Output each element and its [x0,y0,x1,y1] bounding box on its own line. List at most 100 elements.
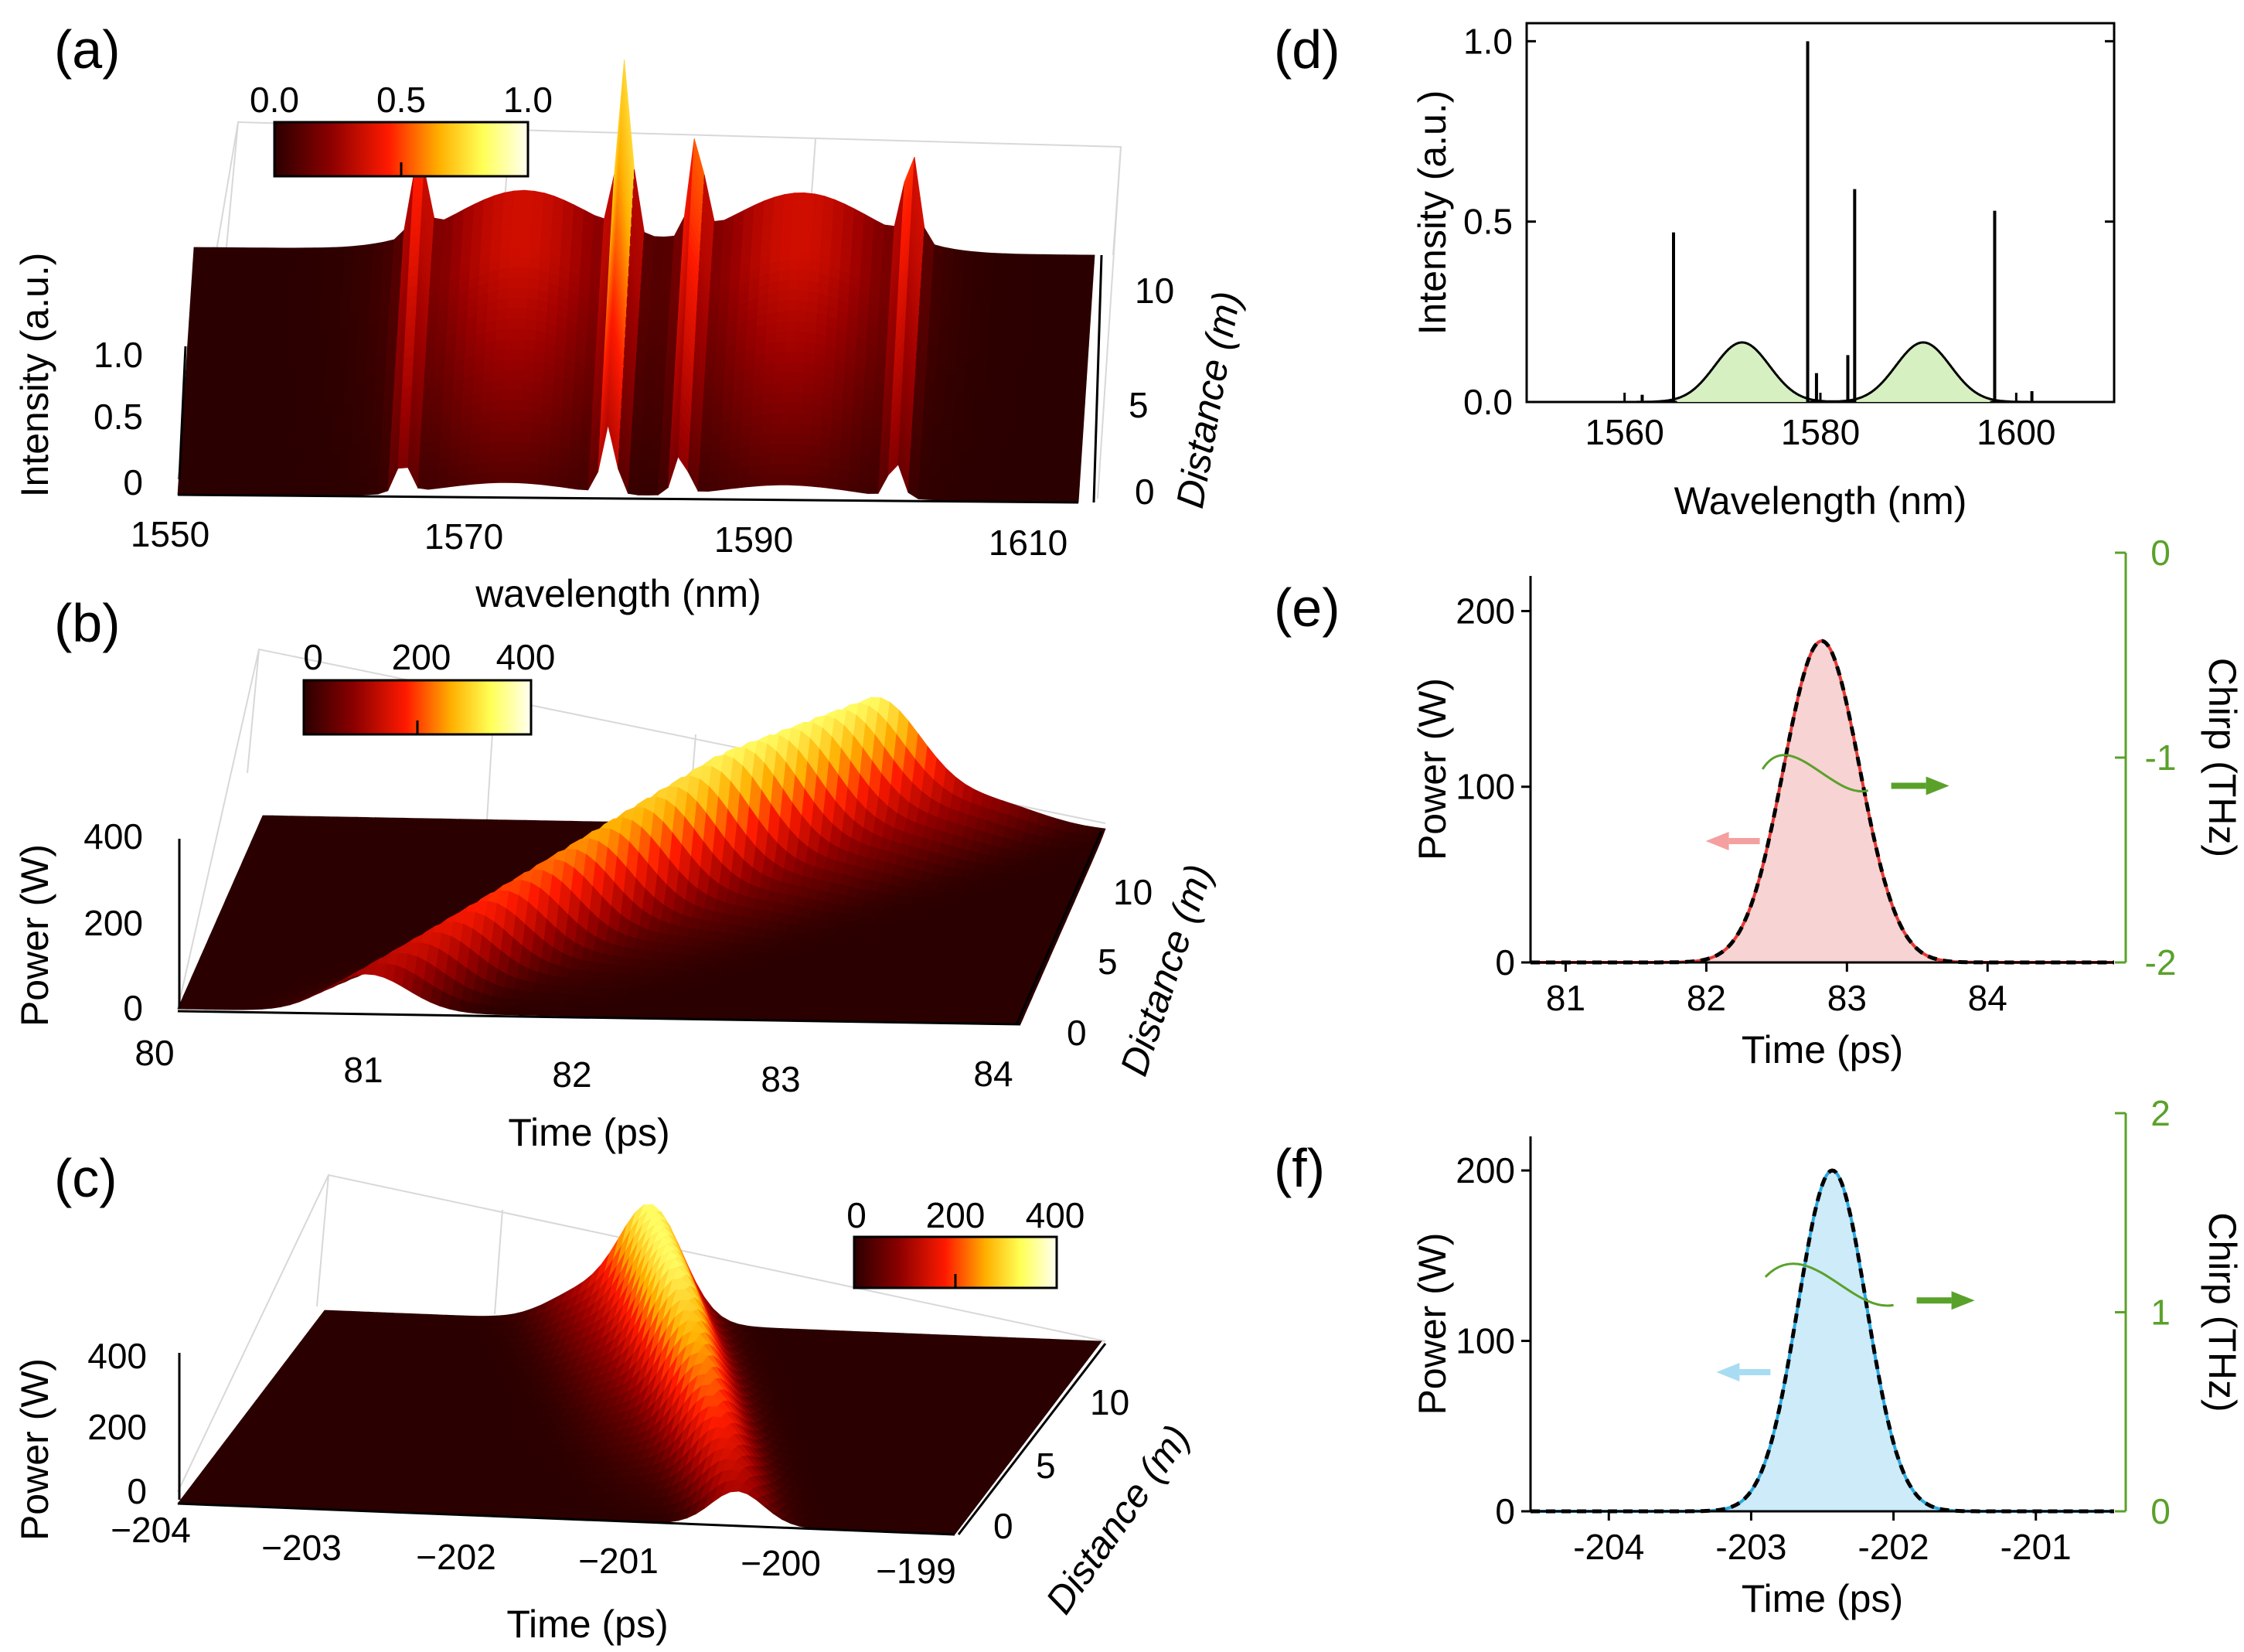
panel-a-surface-patch [488,462,500,474]
panel-a-surface-patch [527,472,540,485]
panel-a-surface-patch [209,305,221,315]
panel-a-surface-patch [273,247,284,257]
panel-a-surface-patch [1013,402,1026,412]
panel-a-surface-patch [1026,370,1037,379]
panel-a-surface-patch [941,441,953,451]
panel-a-surface-patch [778,280,790,293]
panel-a-surface-patch [498,278,509,291]
panel-a-surface-patch [530,422,542,434]
panel-a-surface-patch [225,363,237,372]
panel-a-surface-patch [1021,444,1033,453]
panel-a-surface-patch [511,400,523,412]
panel-a-surface-patch [319,453,332,463]
panel-a-surface-patch [773,372,785,384]
panel-a-surface-patch [496,298,509,312]
panel-a-surface-patch [529,442,541,455]
panel-a-surface-patch [220,453,231,463]
panel-a-surface-patch [427,312,439,324]
panel-a-xlabel: wavelength (nm) [475,572,761,615]
panel-a-surface-patch [775,341,786,354]
panel-a-surface-patch [921,430,933,441]
panel-a-surface-patch [332,403,345,414]
panel-a-surface-patch [972,417,985,427]
panel-a-surface-patch [272,412,284,422]
panel-a-surface-patch [350,286,363,296]
panel-a-surface-patch [343,246,355,256]
panel-a-surface-patch [938,474,951,485]
panel-a-surface-patch [509,247,521,259]
panel-a-surface-patch [969,475,981,485]
panel-a-surface-patch [973,251,986,261]
panel-a-surface-patch [494,339,506,352]
panel-a-surface-patch [241,421,254,430]
panel-a-surface-patch [315,371,327,380]
panel-a-surface-patch [761,404,773,416]
panel-a-surface-patch [829,458,840,471]
panel-a-surface-patch [290,297,301,306]
panel-a-surface-patch [1075,378,1087,388]
panel-a-surface-patch [948,492,959,502]
panel-a-surface-patch [267,486,279,496]
panel-a-surface-patch [420,441,431,453]
panel-a-surface-patch [247,338,259,348]
panel-a-surface-patch [327,337,339,347]
panel-a-surface-patch [349,294,362,305]
panel-a-surface-patch [519,239,532,250]
panel-a-surface-patch [1068,336,1080,346]
panel-a-surface-patch [192,247,205,257]
panel-a-surface-patch [358,318,370,329]
panel-a-surface-patch [184,379,196,388]
panel-a-surface-patch [788,259,801,271]
panel-a-surface-patch [728,458,741,471]
panel-a-surface-patch [706,332,718,344]
panel-a-surface-patch [339,312,350,322]
panel-a-surface-patch [258,313,271,323]
panel-a-surface-patch [950,450,962,460]
panel-a-surface-patch [362,417,373,428]
panel-a-surface-patch [278,322,290,332]
panel-a-surface-patch [1031,435,1044,445]
panel-a-surface-patch [457,474,469,486]
panel-a-surface-patch [1024,386,1037,396]
panel-a-surface-patch [749,445,761,458]
panel-a-surface-patch [250,437,262,447]
panel-a-surface-patch [771,403,783,415]
panel-a-surface-patch [789,433,802,445]
panel-a-surface-patch [191,280,203,289]
panel-a-surface-patch [972,267,984,278]
panel-a-surface-patch [253,247,265,257]
panel-a-surface-patch [219,305,231,315]
panel-a-surface-patch [347,486,359,496]
panel-a-surface-patch [983,252,996,262]
panel-a-surface-patch [980,301,992,312]
panel-a-surface-patch [1078,345,1089,355]
panel-a-surface-patch [254,387,266,397]
panel-a-surface-patch [872,410,884,421]
panel-a-surface-patch [968,492,979,502]
panel-a-surface-patch [201,428,213,438]
panel-a-surface-patch [492,380,504,393]
panel-a-surface-patch [792,392,804,404]
panel-a-surface-patch [243,387,256,397]
panel-a-surface-patch [788,269,800,281]
panel-a-surface-patch [284,387,295,397]
panel-a-surface-patch [247,346,258,356]
panel-a-surface-patch [1072,427,1084,438]
panel-a-surface-patch [233,387,246,397]
panel-a-surface-patch [980,451,993,461]
panel-a-surface-patch [335,370,347,380]
panel-a-surface-patch [1064,254,1075,264]
panel-a-surface-patch [192,255,204,264]
panel-a-surface-patch [703,379,715,390]
panel-a-surface-patch [999,319,1011,329]
panel-a-surface-patch [331,428,343,438]
panel-a-surface-patch [870,447,882,458]
panel-a-surface-patch [770,433,781,445]
panel-a-surface-patch [982,260,995,271]
panel-a-surface-patch [961,291,972,302]
panel-a-surface-patch [869,465,880,476]
panel-a-surface-patch [421,414,433,425]
panel-a-surface-patch [966,359,978,369]
panel-a-surface-patch [203,255,214,265]
panel-a-surface-patch [700,425,713,437]
